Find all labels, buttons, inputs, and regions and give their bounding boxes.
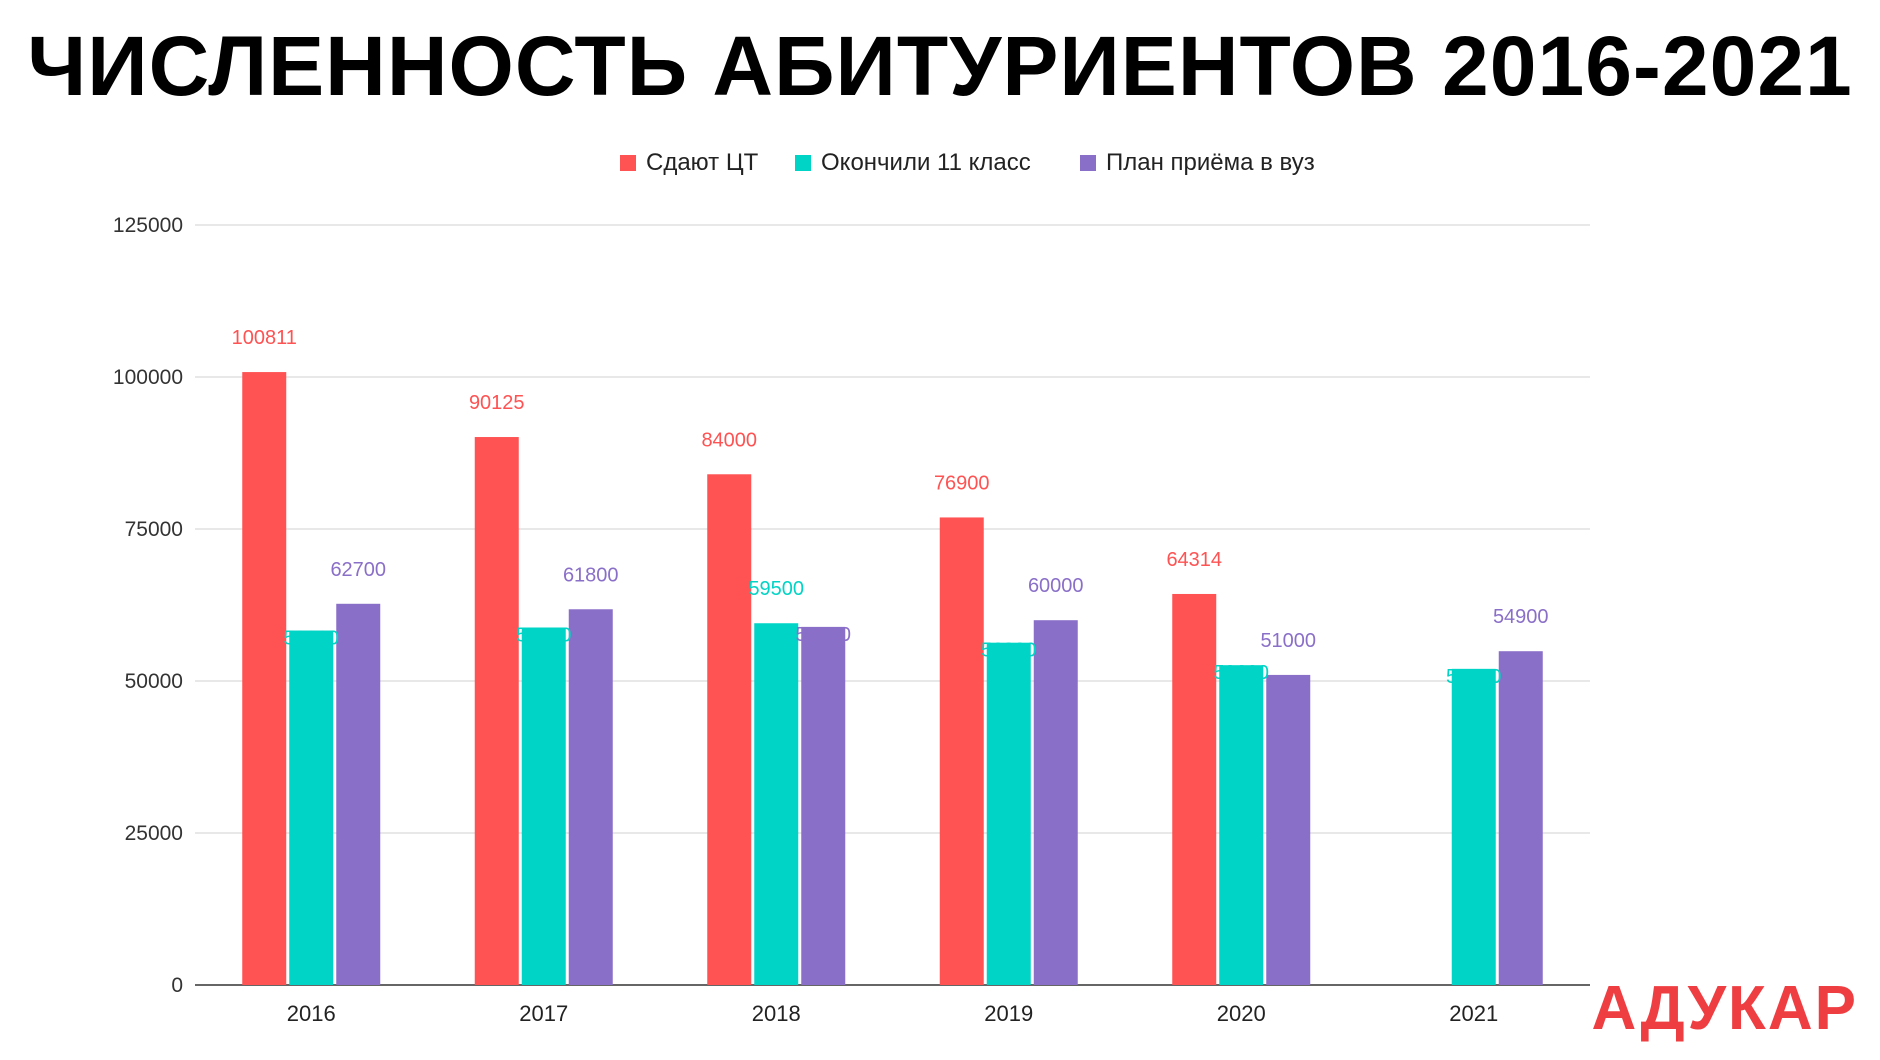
chart-bars xyxy=(242,372,1543,986)
chart-gridlines xyxy=(195,224,1590,986)
bar-План-приёма-в-вуз-2019 xyxy=(1033,620,1078,985)
x-tick-label: 2016 xyxy=(287,1001,336,1026)
bar-Окончили-11-класс-2018 xyxy=(754,623,799,985)
y-axis: 0 25000 50000 75000 100000 125000 xyxy=(113,214,183,997)
adukar-logo: АДУКАР xyxy=(1591,974,1858,1043)
bar-План-приёма-в-вуз-2018 xyxy=(801,626,846,985)
bar-Окончили-11-класс-2021 xyxy=(1451,668,1496,985)
y-tick-label: 25000 xyxy=(125,822,183,845)
legend-label: План приёма в вуз xyxy=(1106,149,1315,176)
data-label: 51000 xyxy=(1260,630,1316,652)
legend-swatch xyxy=(620,155,636,171)
y-tick-label: 125000 xyxy=(113,214,183,237)
bar-Сдают-ЦТ-2017 xyxy=(474,437,519,985)
data-label: 58900 xyxy=(795,624,851,646)
bar-Сдают-ЦТ-2020 xyxy=(1172,593,1217,985)
y-tick-label: 100000 xyxy=(113,366,183,389)
bar-План-приёма-в-вуз-2016 xyxy=(336,603,381,985)
bar-План-приёма-в-вуз-2017 xyxy=(568,609,613,985)
data-label: 90125 xyxy=(469,392,525,414)
page-title: ЧИСЛЕННОСТЬ АБИТУРИЕНТОВ 2016-2021 xyxy=(27,19,1853,113)
x-axis: 2016 2017 2018 2019 2020 2021 xyxy=(287,1001,1498,1026)
x-tick-label: 2017 xyxy=(519,1001,568,1026)
data-label: 76900 xyxy=(934,472,990,494)
bar-Окончили-11-класс-2020 xyxy=(1219,665,1264,985)
legend-label: Сдают ЦТ xyxy=(646,149,759,176)
bar-План-приёма-в-вуз-2021 xyxy=(1498,651,1543,985)
data-label: 52600 xyxy=(1213,662,1269,684)
data-label: 59500 xyxy=(748,578,804,600)
data-label: 62700 xyxy=(330,559,386,581)
bar-Окончили-11-класс-2016 xyxy=(289,630,334,985)
data-label: 100811 xyxy=(232,327,297,349)
legend-swatch xyxy=(795,155,811,171)
y-tick-label: 50000 xyxy=(125,670,183,693)
bar-Окончили-11-класс-2019 xyxy=(986,642,1031,985)
y-tick-label: 75000 xyxy=(125,518,183,541)
data-labels: 100811 58300 62700 90125 58800 61800 84000 5950… xyxy=(232,327,1549,688)
data-label: 61800 xyxy=(563,564,619,586)
bar-Сдают-ЦТ-2016 xyxy=(242,372,287,986)
data-label: 52000 xyxy=(1446,666,1502,688)
x-tick-label: 2018 xyxy=(752,1001,801,1026)
data-label: 60000 xyxy=(1028,575,1084,597)
data-label: 58800 xyxy=(516,624,572,646)
x-tick-label: 2021 xyxy=(1449,1001,1498,1026)
bar-Сдают-ЦТ-2018 xyxy=(707,474,752,985)
bar-Окончили-11-класс-2017 xyxy=(521,627,566,985)
data-label: 64314 xyxy=(1166,549,1222,571)
y-tick-label: 0 xyxy=(171,974,183,997)
chart-legend: Сдают ЦТ Окончили 11 класс План приёма в в… xyxy=(620,149,1315,176)
data-label: 84000 xyxy=(701,429,757,451)
x-tick-label: 2019 xyxy=(984,1001,1033,1026)
data-label: 56300 xyxy=(981,640,1037,662)
x-tick-label: 2020 xyxy=(1217,1001,1266,1026)
bar-Сдают-ЦТ-2019 xyxy=(939,517,984,985)
data-label: 54900 xyxy=(1493,606,1549,628)
bar-План-приёма-в-вуз-2020 xyxy=(1266,674,1311,985)
data-label: 58300 xyxy=(283,628,339,650)
legend-swatch xyxy=(1080,155,1096,171)
legend-label: Окончили 11 класс xyxy=(821,149,1031,176)
